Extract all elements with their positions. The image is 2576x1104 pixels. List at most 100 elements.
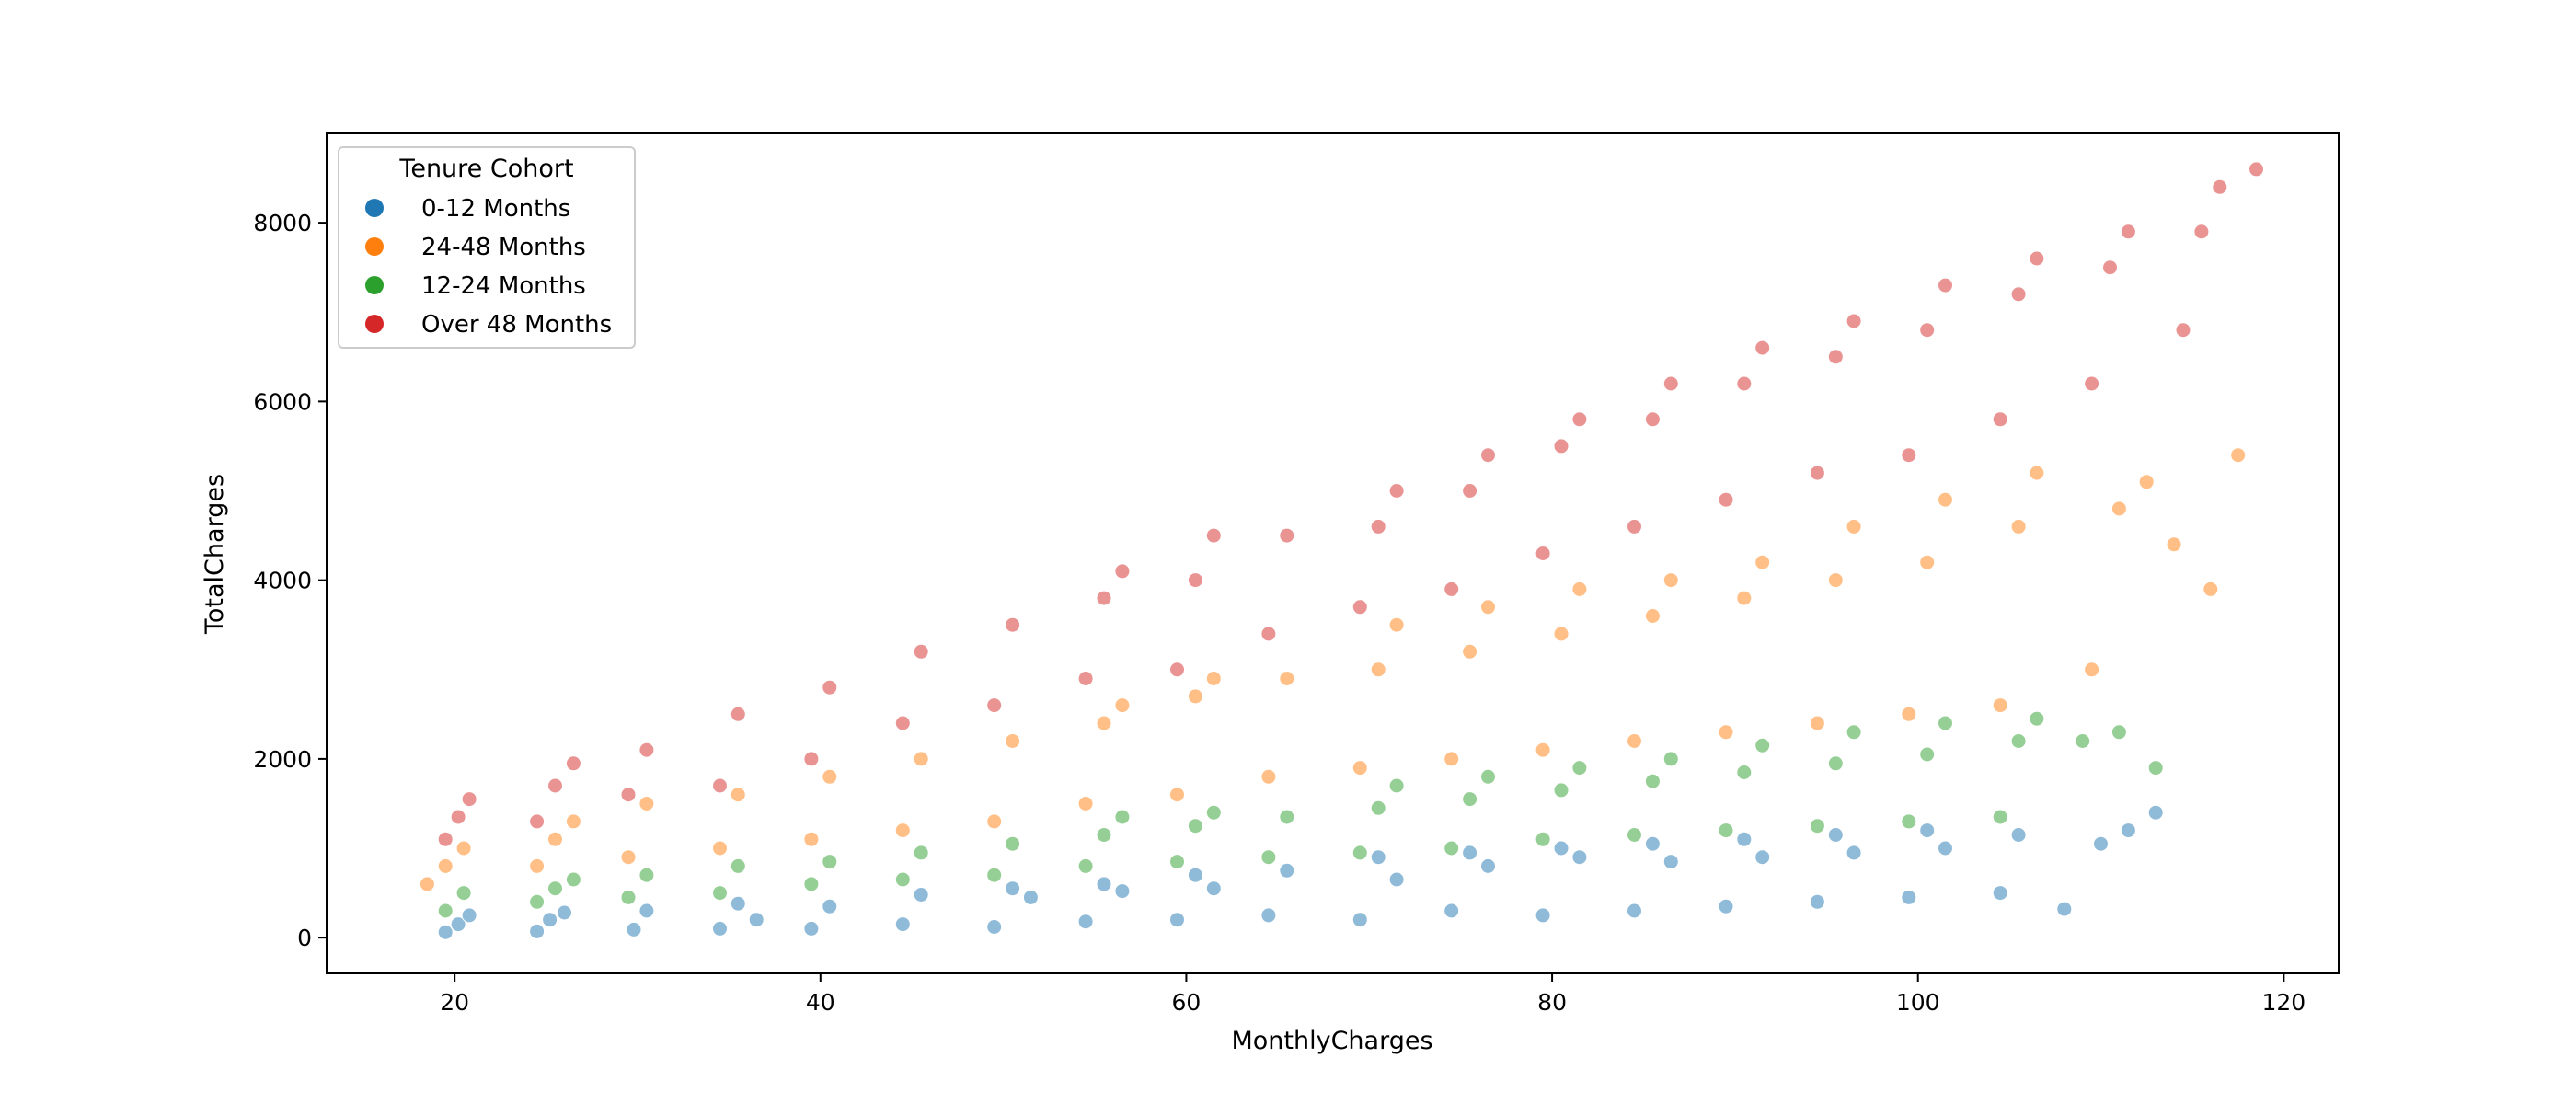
- points-layer: [419, 161, 2264, 940]
- legend-marker: [365, 276, 384, 294]
- data-point: [1114, 883, 1131, 900]
- data-point: [1718, 491, 1734, 508]
- data-point: [712, 840, 728, 857]
- legend-entries: 0-12 Months 24-48 Months 12-24 Months Over …: [365, 195, 612, 339]
- data-point: [2029, 250, 2045, 267]
- x-tick-label: 80: [1537, 989, 1567, 1016]
- data-point: [1846, 845, 1862, 861]
- data-point: [2010, 733, 2027, 749]
- data-point: [1077, 796, 1094, 811]
- data-point: [913, 887, 929, 903]
- data-point: [1260, 768, 1277, 785]
- data-point: [1169, 661, 1185, 678]
- data-point: [1077, 671, 1094, 686]
- data-point: [1901, 813, 1917, 830]
- data-point: [620, 849, 637, 866]
- data-point: [1938, 491, 1953, 508]
- data-point: [1827, 572, 1844, 589]
- data-point: [1827, 755, 1844, 772]
- data-point: [1187, 572, 1203, 589]
- data-point: [1938, 840, 1953, 857]
- legend-marker: [365, 199, 384, 217]
- data-point: [913, 751, 929, 767]
- data-point: [1754, 339, 1771, 356]
- data-point: [2147, 760, 2164, 776]
- data-point: [1627, 827, 1642, 843]
- data-point: [1662, 375, 1679, 392]
- data-point: [1462, 791, 1478, 808]
- data-point: [1662, 854, 1679, 870]
- data-point: [1553, 626, 1570, 642]
- data-point: [1809, 465, 1825, 481]
- data-point: [437, 924, 454, 940]
- data-point: [1736, 590, 1753, 606]
- data-point: [1187, 818, 1203, 834]
- data-point: [803, 920, 820, 937]
- data-point: [1005, 733, 1021, 749]
- y-tick-label: 4000: [253, 568, 312, 594]
- data-point: [2056, 901, 2073, 917]
- data-point: [461, 791, 477, 808]
- data-point: [1005, 880, 1021, 897]
- x-axis-label: MonthlyCharges: [1231, 1027, 1432, 1055]
- data-point: [1205, 880, 1222, 897]
- data-point: [712, 777, 728, 794]
- data-point: [1480, 857, 1496, 874]
- data-point: [1077, 914, 1094, 930]
- data-point: [2193, 224, 2210, 240]
- data-point: [1718, 724, 1734, 741]
- data-point: [822, 854, 838, 870]
- data-point: [1370, 799, 1386, 816]
- data-point: [1462, 845, 1478, 861]
- data-point: [2110, 724, 2127, 741]
- data-point: [1443, 903, 1460, 919]
- data-point: [638, 796, 655, 811]
- data-point: [638, 903, 655, 919]
- data-point: [1005, 616, 1021, 633]
- data-point: [1351, 912, 1368, 928]
- data-point: [2084, 661, 2100, 678]
- data-point: [1553, 438, 1570, 454]
- data-point: [1443, 581, 1460, 597]
- y-axis: 0 2000 4000 6000 8000: [253, 210, 327, 951]
- data-point: [1114, 563, 1131, 580]
- data-point: [547, 831, 563, 847]
- data-point: [822, 679, 838, 696]
- data-point: [1992, 411, 2008, 428]
- data-point: [1022, 889, 1039, 905]
- data-point: [1919, 322, 1936, 339]
- data-point: [2166, 536, 2182, 553]
- data-point: [419, 876, 435, 892]
- data-point: [1480, 599, 1496, 615]
- legend-label: Over 48 Months: [421, 311, 612, 339]
- series-3: [437, 161, 2264, 847]
- data-point: [1553, 782, 1570, 799]
- data-point: [1627, 518, 1642, 535]
- data-point: [461, 907, 477, 924]
- data-point: [1096, 876, 1112, 892]
- data-point: [1992, 809, 2008, 825]
- data-point: [1169, 787, 1185, 803]
- data-point: [1187, 688, 1203, 705]
- series-0: [437, 804, 2164, 940]
- data-point: [1260, 849, 1277, 866]
- data-point: [1901, 447, 1917, 464]
- data-point: [620, 787, 637, 803]
- data-point: [2010, 518, 2027, 535]
- data-point: [1096, 590, 1112, 606]
- data-point: [2010, 286, 2027, 303]
- data-point: [1571, 760, 1588, 776]
- x-tick-label: 100: [1896, 989, 1940, 1016]
- data-point: [547, 777, 563, 794]
- data-point: [986, 813, 1003, 830]
- data-point: [1901, 706, 1917, 722]
- data-point: [1662, 572, 1679, 589]
- data-point: [547, 880, 563, 897]
- data-point: [822, 768, 838, 785]
- data-point: [437, 831, 454, 847]
- data-point: [894, 916, 911, 933]
- data-point: [1279, 671, 1295, 686]
- data-point: [1535, 546, 1551, 561]
- data-point: [1351, 845, 1368, 861]
- data-point: [2175, 322, 2191, 339]
